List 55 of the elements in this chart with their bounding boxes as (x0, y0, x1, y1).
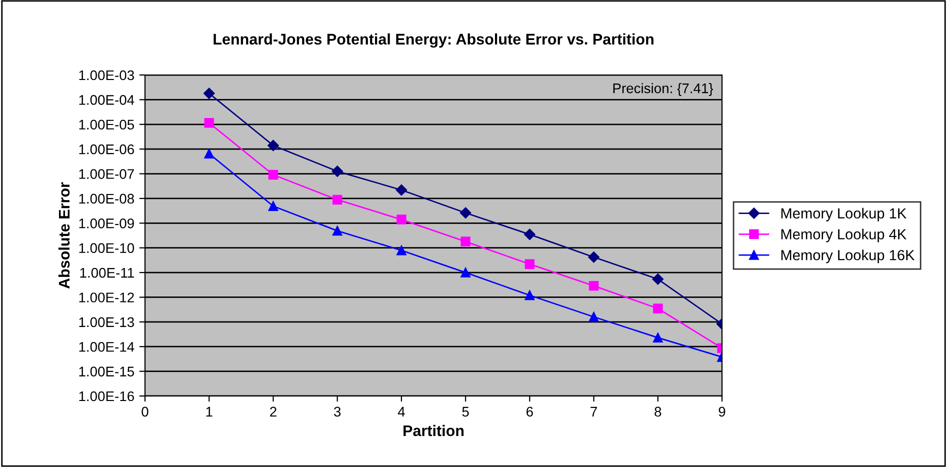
x-tick-label: 2 (270, 406, 276, 416)
legend-label: Memory Lookup 1K (781, 208, 906, 222)
point (524, 228, 536, 240)
y-tick-label: 1.00E-05 (79, 120, 134, 130)
y-tick-label: 1.00E-07 (79, 169, 134, 179)
point (588, 312, 599, 322)
x-tick-label: 6 (526, 406, 533, 417)
point (652, 274, 664, 285)
y-tick-label: 1.00E-13 (79, 317, 134, 328)
point (653, 304, 663, 314)
x-axis-title: Partition (404, 424, 464, 436)
y-tick-label: 1.00E-16 (79, 391, 134, 402)
y-tick-label: 1.00E-14 (79, 342, 134, 352)
y-tick-label: 1.00E-10 (79, 243, 134, 254)
x-tick-label: 9 (718, 406, 726, 417)
point (204, 148, 214, 159)
point (524, 290, 535, 300)
point (588, 280, 599, 291)
y-tick-label: 1.00E-06 (79, 144, 134, 154)
x-tick-label: 5 (462, 406, 469, 417)
y-tick-label: 1.00E-08 (79, 194, 134, 204)
y-axis-title: Absolute Error (58, 182, 70, 289)
point (524, 259, 535, 269)
point (332, 226, 342, 236)
point (268, 201, 278, 211)
x-tick-label: 0 (142, 406, 148, 417)
point (332, 166, 343, 177)
point (653, 332, 663, 343)
x-tick-label: 8 (654, 406, 662, 417)
point (396, 214, 406, 224)
legend-label: Memory Lookup 4K (781, 228, 906, 242)
point (460, 207, 472, 219)
y-tick-label: 1.00E-03 (79, 70, 134, 80)
y-tick-label: 1.00E-12 (79, 292, 134, 302)
annotation: Precision: {7.41} (613, 83, 714, 96)
x-tick-label: 7 (590, 406, 597, 416)
point (588, 252, 600, 263)
point (396, 246, 406, 256)
point (204, 118, 214, 128)
x-tick-label: 4 (398, 406, 405, 416)
point (332, 194, 342, 205)
y-tick-label: 1.00E-04 (79, 95, 134, 105)
y-tick-label: 1.00E-11 (80, 268, 134, 278)
y-tick-label: 1.00E-09 (79, 218, 134, 228)
point (396, 184, 408, 196)
point (204, 88, 215, 99)
y-tick-label: 1.00E-15 (79, 366, 134, 376)
point (268, 140, 279, 152)
point (460, 268, 470, 278)
chart-title: Lennard-Jones Potential Energy: Absolute Error vs. Partition (214, 33, 654, 48)
point (460, 236, 470, 246)
x-tick-label: 3 (334, 406, 341, 417)
legend-label: Memory Lookup 16K (781, 250, 915, 264)
point (268, 170, 278, 180)
x-tick-label: 1 (206, 406, 212, 416)
